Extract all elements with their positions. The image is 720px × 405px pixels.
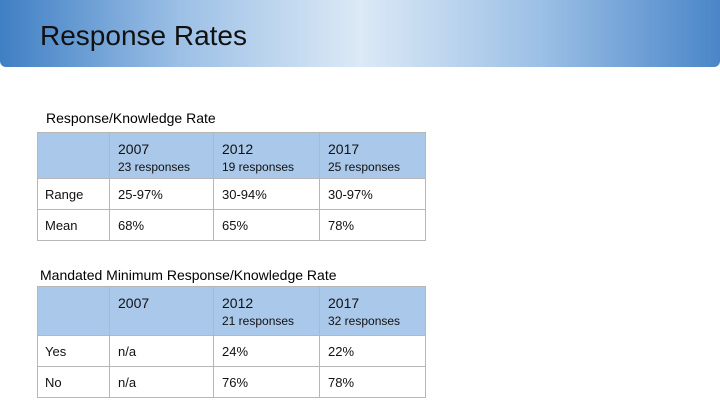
header-responses: 25 responses — [328, 160, 401, 174]
table-cell: 76% — [213, 366, 320, 398]
header-cell-2012: 2012 21 responses — [213, 286, 320, 336]
table-cell: n/a — [109, 366, 214, 398]
row-label: Yes — [37, 335, 110, 367]
mandated-minimum-table: 2007 2012 21 responses 2017 32 responses… — [37, 286, 426, 398]
table-header-row: 2007 2012 21 responses 2017 32 responses — [37, 286, 426, 336]
header-year: 2007 — [118, 295, 150, 311]
row-label: No — [37, 366, 110, 398]
header-year: 2012 — [222, 295, 254, 311]
header-responses: 32 responses — [328, 314, 401, 328]
row-label: Range — [37, 178, 110, 210]
table-header-row: 2007 23 responses 2012 19 responses 2017… — [37, 132, 426, 179]
header-corner-cell — [37, 132, 110, 179]
table-cell: 30-94% — [213, 178, 320, 210]
header-cell-2017: 2017 25 responses — [319, 132, 426, 179]
table-cell: 68% — [109, 209, 214, 241]
header-year: 2012 — [222, 141, 254, 157]
table-cell: 25-97% — [109, 178, 214, 210]
header-cell-2012: 2012 19 responses — [213, 132, 320, 179]
header-cell-2007: 2007 — [109, 286, 214, 336]
slide-title: Response Rates — [40, 20, 248, 51]
table-cell: n/a — [109, 335, 214, 367]
table-row: Yes n/a 24% 22% — [37, 335, 426, 367]
header-responses: 19 responses — [222, 160, 295, 174]
table-row: Range 25-97% 30-94% 30-97% — [37, 178, 426, 210]
table-cell: 24% — [213, 335, 320, 367]
header-cell-2017: 2017 32 responses — [319, 286, 426, 336]
title-bar: Response Rates — [0, 0, 720, 67]
table-cell: 78% — [319, 366, 426, 398]
table-row: Mean 68% 65% 78% — [37, 209, 426, 241]
row-label: Mean — [37, 209, 110, 241]
table2-title: Mandated Minimum Response/Knowledge Rate — [40, 267, 337, 283]
header-responses: 23 responses — [118, 160, 191, 174]
header-year: 2007 — [118, 141, 150, 157]
table-cell: 78% — [319, 209, 426, 241]
table1-title: Response/Knowledge Rate — [46, 110, 216, 126]
header-year: 2017 — [328, 295, 360, 311]
table-cell: 22% — [319, 335, 426, 367]
table-row: No n/a 76% 78% — [37, 366, 426, 398]
response-rate-table: 2007 23 responses 2012 19 responses 2017… — [37, 132, 426, 241]
header-corner-cell — [37, 286, 110, 336]
header-responses: 21 responses — [222, 314, 295, 328]
header-year: 2017 — [328, 141, 360, 157]
table-cell: 30-97% — [319, 178, 426, 210]
header-cell-2007: 2007 23 responses — [109, 132, 214, 179]
table-cell: 65% — [213, 209, 320, 241]
